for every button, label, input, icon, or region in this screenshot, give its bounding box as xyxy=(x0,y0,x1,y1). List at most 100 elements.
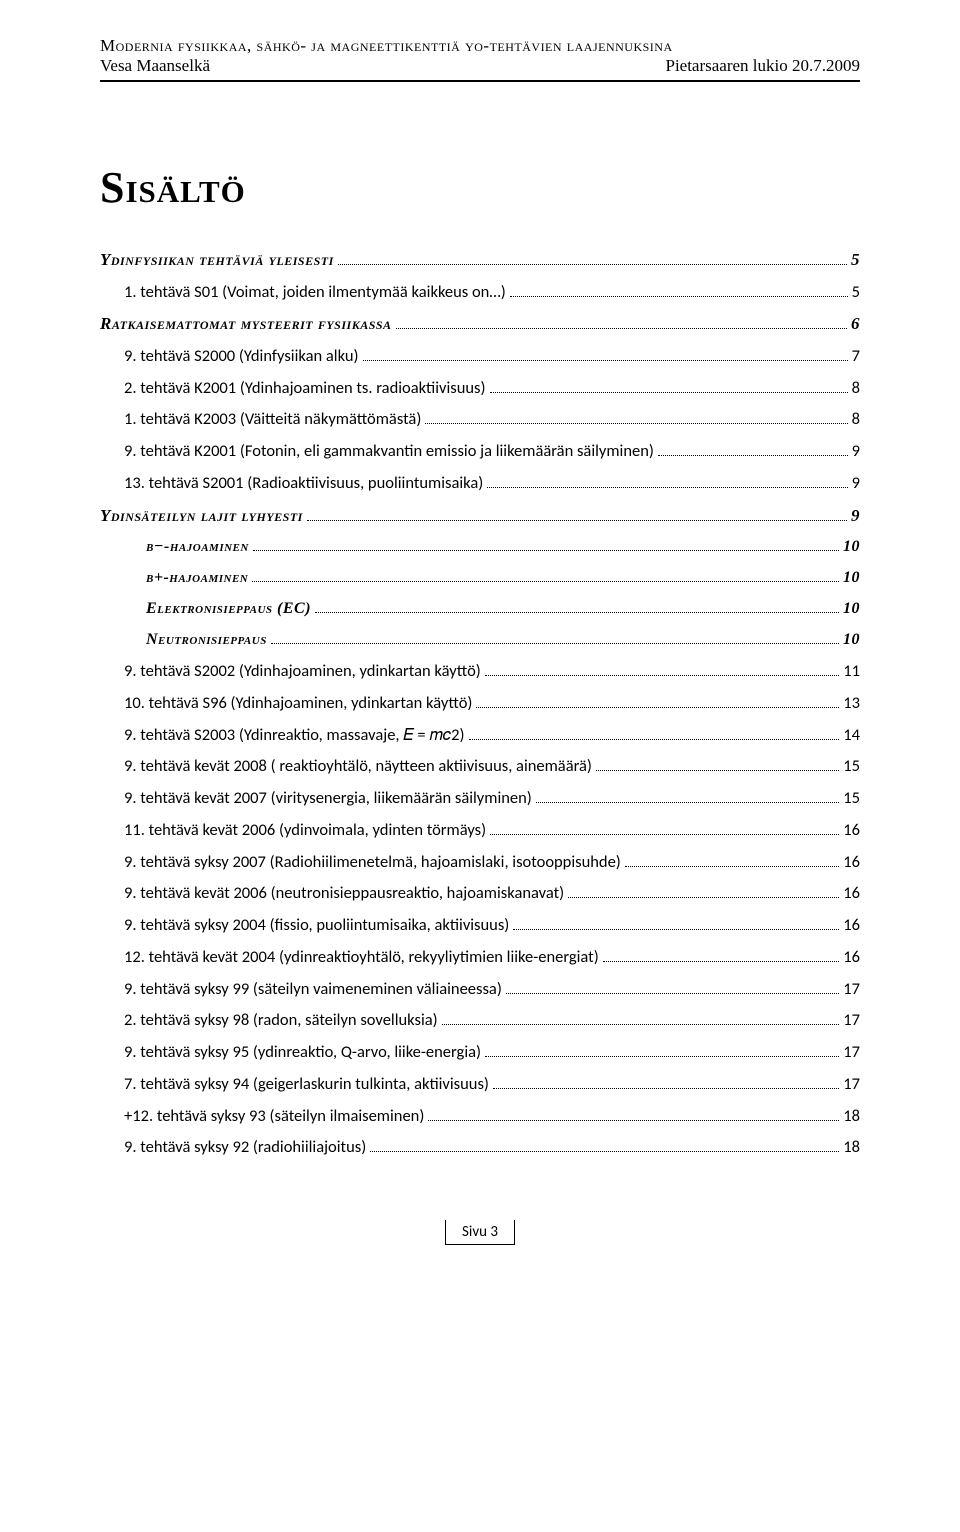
toc-entry[interactable]: 9. tehtävä kevät 2008 ( reaktioyhtälö, n… xyxy=(100,754,860,779)
toc-leader-dots xyxy=(476,707,839,708)
toc-entry-label: +12. tehtävä syksy 93 (säteilyn ilmaisem… xyxy=(124,1104,424,1129)
toc-leader-dots xyxy=(625,866,839,867)
toc-leader-dots xyxy=(469,739,840,740)
toc-entry[interactable]: 9. tehtävä syksy 95 (ydinreaktio, Q-arvo… xyxy=(100,1040,860,1065)
toc-entry-page: 6 xyxy=(851,311,860,337)
toc-entry-label: 11. tehtävä kevät 2006 (ydinvoimala, ydi… xyxy=(124,818,486,843)
toc-entry[interactable]: Ydinsäteilyn lajit lyhyesti 9 xyxy=(100,503,860,529)
toc-entry-page: 9 xyxy=(852,439,860,464)
toc-entry[interactable]: Elektronisieppaus (EC) 10 xyxy=(100,597,860,621)
toc-entry[interactable]: 9. tehtävä K2001 (Fotonin, eli gammakvan… xyxy=(100,439,860,464)
toc-entry[interactable]: Neutronisieppaus 10 xyxy=(100,628,860,652)
header-title: Modernia fysiikkaa, sähkö- ja magneettik… xyxy=(100,36,860,56)
page-footer: Sivu 3 xyxy=(100,1220,860,1245)
page-title: Sisältö xyxy=(100,162,860,213)
toc-entry-page: 15 xyxy=(843,754,860,779)
toc-entry[interactable]: Ydinfysiikan tehtäviä yleisesti 5 xyxy=(100,247,860,273)
toc-entry[interactable]: 9. tehtävä syksy 92 (radiohiiliajoitus) … xyxy=(100,1135,860,1160)
toc-entry[interactable]: 9. tehtävä syksy 2007 (Radiohiilimenetel… xyxy=(100,850,860,875)
toc-entry-label: 1. tehtävä K2003 (Väitteitä näkymättömäs… xyxy=(124,407,421,432)
toc-leader-dots xyxy=(425,423,847,424)
header-meta: Vesa Maanselkä Pietarsaaren lukio 20.7.2… xyxy=(100,56,860,82)
toc-leader-dots xyxy=(490,392,848,393)
toc-entry-label: 2. tehtävä syksy 98 (radon, säteilyn sov… xyxy=(124,1008,438,1033)
toc-entry-label: 9. tehtävä syksy 2004 (fissio, puoliintu… xyxy=(124,913,509,938)
toc-entry-page: 10 xyxy=(843,628,860,652)
toc-entry-label: 9. tehtävä syksy 92 (radiohiiliajoitus) xyxy=(124,1135,366,1160)
toc-entry[interactable]: 9. tehtävä kevät 2007 (viritysenergia, l… xyxy=(100,786,860,811)
toc-entry[interactable]: 10. tehtävä S96 (Ydinhajoaminen, ydinkar… xyxy=(100,691,860,716)
toc-entry-label: 9. tehtävä S2003 (Ydinreaktio, massavaje… xyxy=(124,723,465,748)
toc-leader-dots xyxy=(658,455,848,456)
toc-leader-dots xyxy=(370,1151,839,1152)
toc-leader-dots xyxy=(396,328,847,329)
toc-entry[interactable]: 2. tehtävä K2001 (Ydinhajoaminen ts. rad… xyxy=(100,376,860,401)
toc-entry[interactable]: 12. tehtävä kevät 2004 (ydinreaktioyhtäl… xyxy=(100,945,860,970)
toc-entry-label: β+-hajoaminen xyxy=(146,566,248,590)
toc-entry-label: Ydinsäteilyn lajit lyhyesti xyxy=(100,503,303,529)
toc-entry-page: 17 xyxy=(843,1040,860,1065)
toc-entry-label: 12. tehtävä kevät 2004 (ydinreaktioyhtäl… xyxy=(124,945,599,970)
toc-entry[interactable]: 9. tehtävä syksy 99 (säteilyn vaimenemin… xyxy=(100,977,860,1002)
toc-entry-page: 9 xyxy=(851,503,860,529)
toc-entry-page: 16 xyxy=(843,881,860,906)
toc-entry-label: 9. tehtävä S2002 (Ydinhajoaminen, ydinka… xyxy=(124,659,481,684)
toc-entry[interactable]: 9. tehtävä syksy 2004 (fissio, puoliintu… xyxy=(100,913,860,938)
toc-entry-page: 14 xyxy=(843,723,860,748)
toc-entry-page: 10 xyxy=(843,597,860,621)
header-affiliation: Pietarsaaren lukio 20.7.2009 xyxy=(665,56,860,76)
toc-leader-dots xyxy=(485,1056,839,1057)
toc-entry-page: 8 xyxy=(852,407,860,432)
toc-entry-label: Ratkaisemattomat mysteerit fysiikassa xyxy=(100,311,392,337)
toc-entry[interactable]: 2. tehtävä syksy 98 (radon, säteilyn sov… xyxy=(100,1008,860,1033)
toc-entry-page: 7 xyxy=(852,344,860,369)
toc-entry[interactable]: 9. tehtävä S2003 (Ydinreaktio, massavaje… xyxy=(100,723,860,748)
toc-entry-page: 5 xyxy=(852,280,860,305)
toc-leader-dots xyxy=(603,961,840,962)
toc-leader-dots xyxy=(315,612,839,613)
toc-entry-label: β−-hajoaminen xyxy=(146,535,249,559)
toc-leader-dots xyxy=(490,834,839,835)
toc-entry[interactable]: 1. tehtävä S01 (Voimat, joiden ilmentymä… xyxy=(100,280,860,305)
toc-leader-dots xyxy=(271,643,839,644)
toc-entry-label: 9. tehtävä K2001 (Fotonin, eli gammakvan… xyxy=(124,439,654,464)
toc-entry[interactable]: β−-hajoaminen 10 xyxy=(100,535,860,559)
toc-leader-dots xyxy=(307,520,847,521)
toc-entry[interactable]: 1. tehtävä K2003 (Väitteitä näkymättömäs… xyxy=(100,407,860,432)
toc-entry-label: 7. tehtävä syksy 94 (geigerlaskurin tulk… xyxy=(124,1072,489,1097)
toc-entry[interactable]: 11. tehtävä kevät 2006 (ydinvoimala, ydi… xyxy=(100,818,860,843)
toc-leader-dots xyxy=(513,929,839,930)
toc-entry-label: 9. tehtävä kevät 2008 ( reaktioyhtälö, n… xyxy=(124,754,592,779)
toc-leader-dots xyxy=(338,264,847,265)
toc-entry-label: 1. tehtävä S01 (Voimat, joiden ilmentymä… xyxy=(124,280,506,305)
toc-leader-dots xyxy=(252,581,839,582)
toc-entry[interactable]: 7. tehtävä syksy 94 (geigerlaskurin tulk… xyxy=(100,1072,860,1097)
toc-leader-dots xyxy=(442,1024,840,1025)
toc-leader-dots xyxy=(487,487,847,488)
toc-entry-label: 9. tehtävä kevät 2006 (neutronisieppausr… xyxy=(124,881,564,906)
toc-leader-dots xyxy=(485,675,839,676)
table-of-contents: Ydinfysiikan tehtäviä yleisesti 5 1. teht… xyxy=(100,247,860,1160)
toc-entry[interactable]: 9. tehtävä kevät 2006 (neutronisieppausr… xyxy=(100,881,860,906)
toc-entry-label: 9. tehtävä syksy 2007 (Radiohiilimenetel… xyxy=(124,850,621,875)
toc-entry-page: 16 xyxy=(843,945,860,970)
toc-entry-label: 2. tehtävä K2001 (Ydinhajoaminen ts. rad… xyxy=(124,376,486,401)
toc-leader-dots xyxy=(510,296,848,297)
toc-leader-dots xyxy=(363,360,848,361)
toc-entry[interactable]: Ratkaisemattomat mysteerit fysiikassa 6 xyxy=(100,311,860,337)
toc-entry[interactable]: 9. tehtävä S2000 (Ydinfysiikan alku) 7 xyxy=(100,344,860,369)
toc-entry-label: 9. tehtävä S2000 (Ydinfysiikan alku) xyxy=(124,344,359,369)
toc-entry-label: 9. tehtävä kevät 2007 (viritysenergia, l… xyxy=(124,786,532,811)
toc-entry[interactable]: +12. tehtävä syksy 93 (säteilyn ilmaisem… xyxy=(100,1104,860,1129)
toc-entry[interactable]: 9. tehtävä S2002 (Ydinhajoaminen, ydinka… xyxy=(100,659,860,684)
toc-entry-label: 9. tehtävä syksy 95 (ydinreaktio, Q-arvo… xyxy=(124,1040,481,1065)
toc-leader-dots xyxy=(493,1088,839,1089)
toc-entry-page: 16 xyxy=(843,913,860,938)
toc-entry-page: 10 xyxy=(843,535,860,559)
toc-entry-label: 13. tehtävä S2001 (Radioaktiivisuus, puo… xyxy=(124,471,483,496)
toc-entry-page: 15 xyxy=(843,786,860,811)
toc-entry[interactable]: 13. tehtävä S2001 (Radioaktiivisuus, puo… xyxy=(100,471,860,496)
toc-leader-dots xyxy=(596,770,839,771)
toc-entry[interactable]: β+-hajoaminen 10 xyxy=(100,566,860,590)
toc-entry-label: 10. tehtävä S96 (Ydinhajoaminen, ydinkar… xyxy=(124,691,472,716)
